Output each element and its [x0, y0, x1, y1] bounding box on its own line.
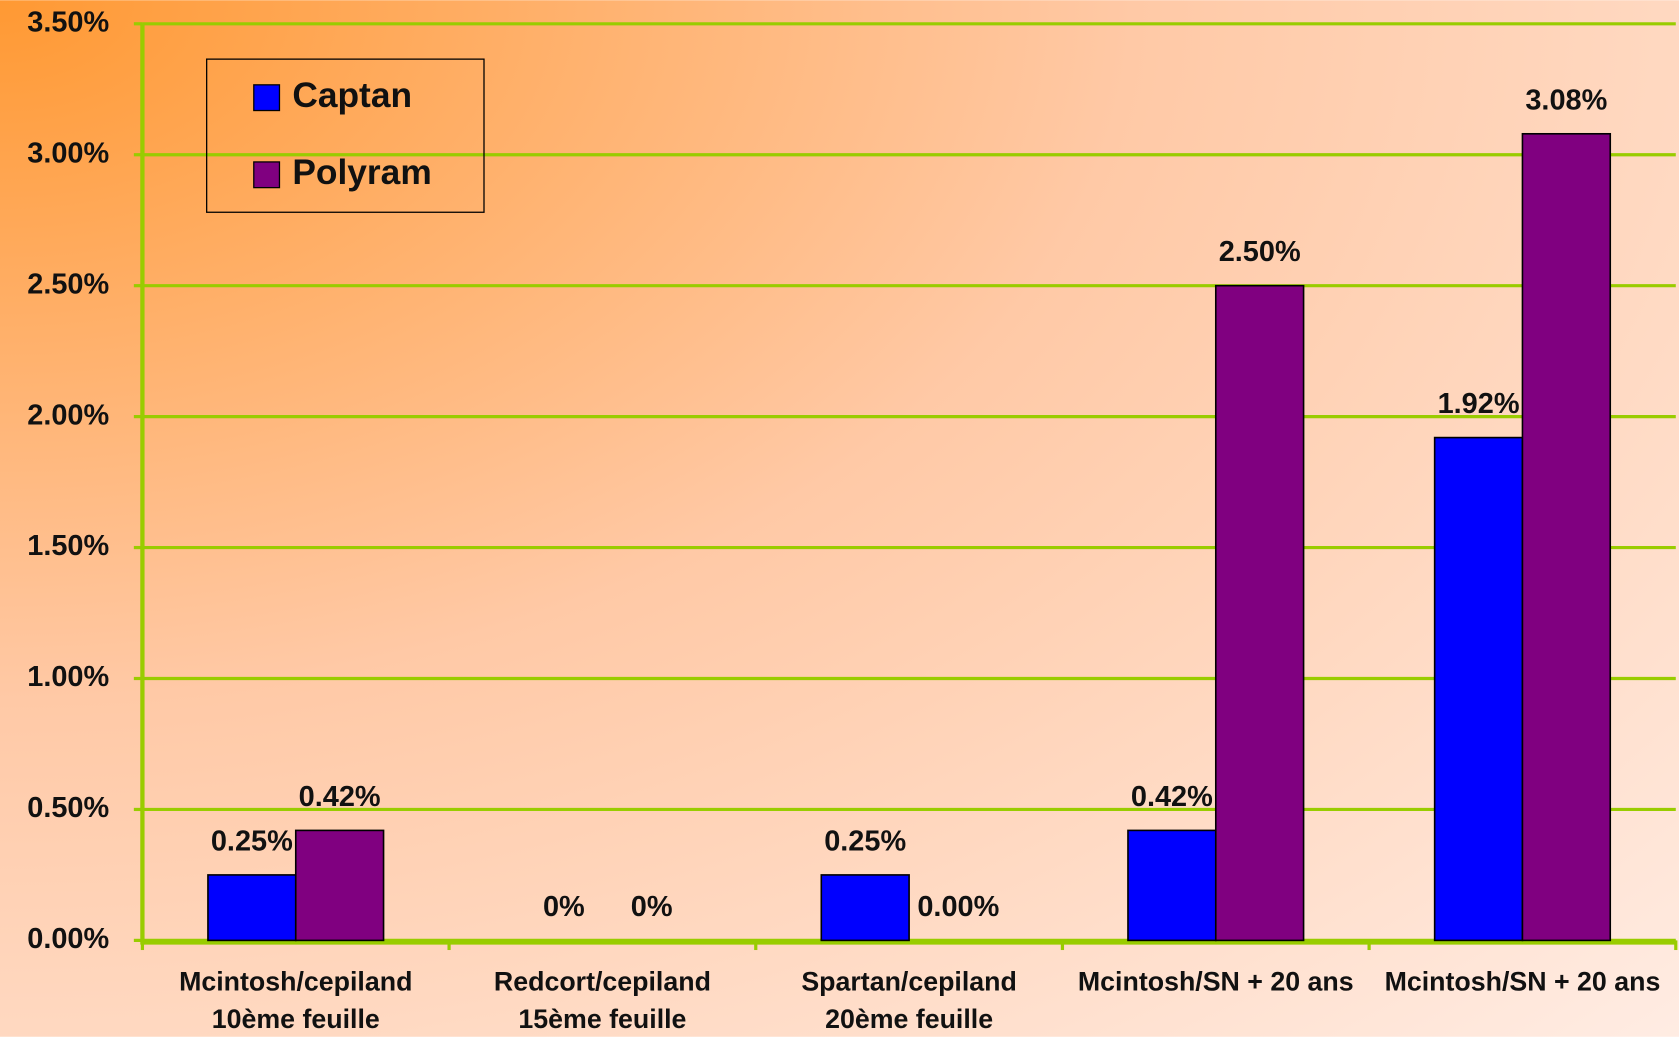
- bar: [1214, 284, 1305, 942]
- bar: [207, 874, 297, 942]
- data-label: 0.25%: [824, 825, 906, 857]
- legend-swatch: [253, 84, 281, 112]
- legend-swatch: [253, 161, 281, 189]
- x-tick-label: 10ème feuille: [212, 1004, 380, 1034]
- y-tick-label: 0.50%: [27, 792, 109, 824]
- y-tick-label: 3.00%: [27, 137, 109, 169]
- x-tick-label: Mcintosh/SN + 20 ans: [1385, 966, 1661, 996]
- data-label: 3.08%: [1525, 84, 1607, 116]
- y-tick-label: 3.50%: [27, 6, 109, 38]
- data-label: 0.25%: [211, 825, 293, 857]
- bar: [1127, 829, 1217, 942]
- legend-label: Captan: [292, 76, 412, 115]
- bar: [1521, 132, 1612, 942]
- y-tick-label: 0.00%: [27, 923, 109, 955]
- legend-label: Polyram: [292, 153, 431, 192]
- data-label: 0%: [631, 891, 673, 923]
- data-label: 2.50%: [1219, 236, 1301, 268]
- y-tick-label: 2.50%: [27, 268, 109, 300]
- bar: [1433, 436, 1524, 942]
- x-tick-label: Mcintosh/cepiland: [179, 966, 412, 996]
- data-label: 1.92%: [1438, 388, 1520, 420]
- legend-box: [206, 58, 485, 213]
- bar: [820, 874, 910, 942]
- x-tick-label: Redcort/cepiland: [494, 966, 711, 996]
- bar: [294, 829, 385, 942]
- data-label: 0.42%: [299, 781, 381, 813]
- data-label: 0.00%: [917, 891, 999, 923]
- y-tick-label: 1.50%: [27, 530, 109, 562]
- x-tick-label: 15ème feuille: [518, 1004, 686, 1034]
- x-tick-label: 20ème feuille: [825, 1004, 993, 1034]
- y-tick-label: 1.00%: [27, 661, 109, 693]
- x-tick-label: Spartan/cepiland: [801, 966, 1017, 996]
- data-label: 0.42%: [1131, 781, 1213, 813]
- data-label: 0%: [543, 891, 585, 923]
- x-tick-label: Mcintosh/SN + 20 ans: [1078, 966, 1354, 996]
- y-tick-label: 2.00%: [27, 399, 109, 431]
